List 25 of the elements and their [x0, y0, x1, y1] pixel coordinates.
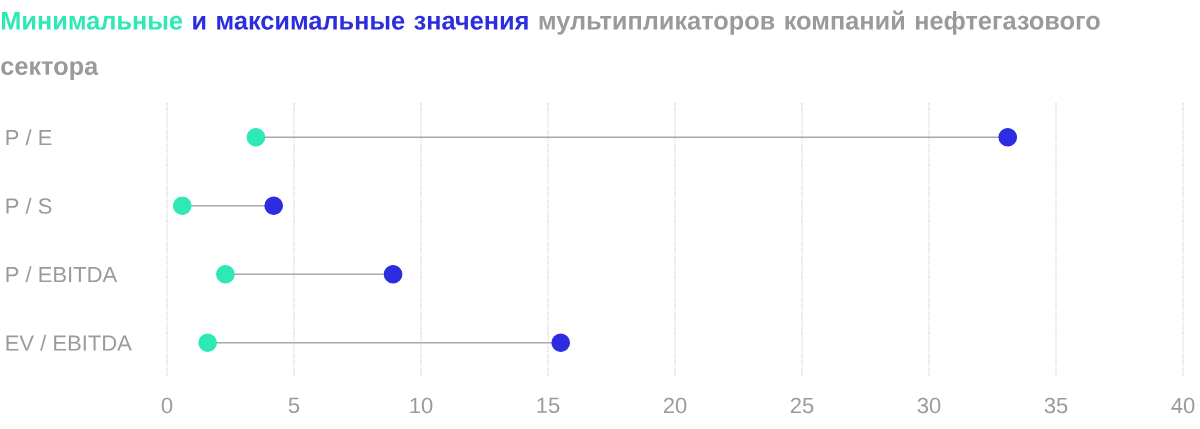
x-tick-label: 5 — [288, 397, 300, 414]
point — [998, 127, 1018, 147]
x-tick-label: 35 — [1044, 397, 1068, 414]
y-tick-label: P / S — [6, 197, 52, 214]
y-tick-label: EV / EBITDA — [6, 334, 132, 351]
x-tick-label: 30 — [917, 397, 941, 414]
point — [264, 196, 284, 216]
x-tick-label: 15 — [537, 397, 560, 414]
y-tick-label: P / E — [6, 129, 52, 146]
x-tick-label: 20 — [663, 397, 687, 414]
point — [198, 333, 217, 353]
x-tick-label: 0 — [161, 397, 173, 414]
y-tick-label: P / EBITDA — [6, 266, 118, 283]
x-tick-label: 40 — [1171, 397, 1195, 414]
chart-title: сектора — [1, 61, 99, 81]
text: Минимальные — [1, 12, 183, 30]
point — [172, 196, 192, 216]
chart-title: мультипликаторов компаний нефтегазового — [539, 10, 1100, 35]
text: и максимальные значения — [193, 15, 528, 30]
x-tick-label: 25 — [790, 397, 814, 414]
x-tick-label: 10 — [410, 397, 433, 414]
point — [383, 264, 403, 284]
point — [551, 333, 571, 353]
point — [216, 264, 235, 284]
point — [246, 127, 266, 147]
